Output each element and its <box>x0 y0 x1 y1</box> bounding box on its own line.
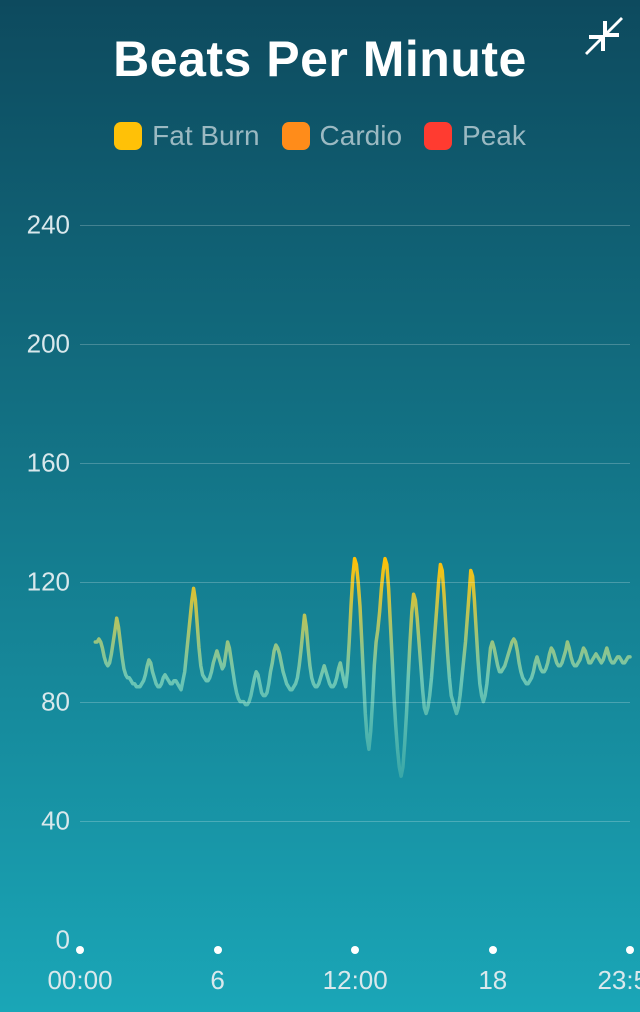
y-axis-label: 120 <box>27 567 70 598</box>
y-axis-label: 80 <box>41 686 70 717</box>
chart-title: Beats Per Minute <box>0 30 640 88</box>
x-axis-tick <box>214 946 222 954</box>
x-axis-tick <box>489 946 497 954</box>
chart-area: 0 40 80 120 160 200 240 00:00 6 12:00 18 23:59 <box>0 195 640 1005</box>
legend-swatch <box>114 122 142 150</box>
x-axis-label: 6 <box>210 965 224 996</box>
x-axis-tick <box>351 946 359 954</box>
heart-rate-line <box>0 195 640 1005</box>
x-axis-label: 00:00 <box>47 965 112 996</box>
legend-swatch <box>282 122 310 150</box>
gridline <box>80 702 630 703</box>
legend-item-cardio[interactable]: Cardio <box>282 120 402 152</box>
x-axis-tick <box>626 946 634 954</box>
heart-rate-screen: Beats Per Minute Fat Burn Cardio Peak 0 40 8… <box>0 0 640 1012</box>
y-axis-label: 160 <box>27 448 70 479</box>
legend-swatch <box>424 122 452 150</box>
legend: Fat Burn Cardio Peak <box>0 120 640 152</box>
x-axis-tick <box>76 946 84 954</box>
y-axis-label: 0 <box>56 925 70 956</box>
x-axis-label: 12:00 <box>323 965 388 996</box>
legend-item-peak[interactable]: Peak <box>424 120 526 152</box>
gridline <box>80 582 630 583</box>
y-axis-label: 200 <box>27 329 70 360</box>
y-axis-label: 40 <box>41 805 70 836</box>
y-axis-label: 240 <box>27 209 70 240</box>
gridline <box>80 821 630 822</box>
legend-label: Cardio <box>320 120 402 152</box>
legend-item-fat-burn[interactable]: Fat Burn <box>114 120 259 152</box>
legend-label: Peak <box>462 120 526 152</box>
x-axis-label: 23:59 <box>597 965 640 996</box>
gridline <box>80 344 630 345</box>
x-axis-label: 18 <box>478 965 507 996</box>
gridline <box>80 463 630 464</box>
legend-label: Fat Burn <box>152 120 259 152</box>
gridline <box>80 225 630 226</box>
